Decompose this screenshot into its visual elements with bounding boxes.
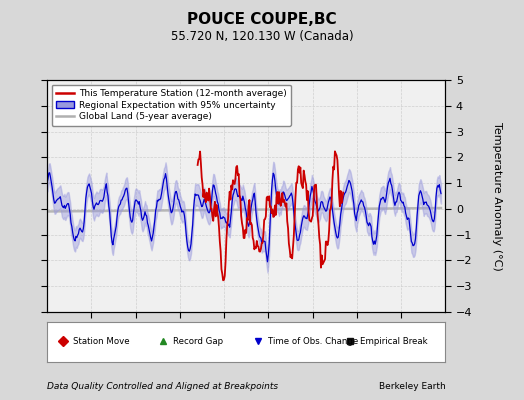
Text: Data Quality Controlled and Aligned at Breakpoints: Data Quality Controlled and Aligned at B… (47, 382, 278, 391)
Legend: This Temperature Station (12-month average), Regional Expectation with 95% uncer: This Temperature Station (12-month avera… (52, 84, 291, 126)
Text: Berkeley Earth: Berkeley Earth (379, 382, 445, 391)
Y-axis label: Temperature Anomaly (°C): Temperature Anomaly (°C) (492, 122, 502, 270)
Text: 55.720 N, 120.130 W (Canada): 55.720 N, 120.130 W (Canada) (171, 30, 353, 43)
Text: Station Move: Station Move (73, 337, 129, 346)
Text: Record Gap: Record Gap (172, 337, 223, 346)
Text: Empirical Break: Empirical Break (360, 337, 428, 346)
Text: Time of Obs. Change: Time of Obs. Change (268, 337, 358, 346)
Text: POUCE COUPE,BC: POUCE COUPE,BC (187, 12, 337, 27)
